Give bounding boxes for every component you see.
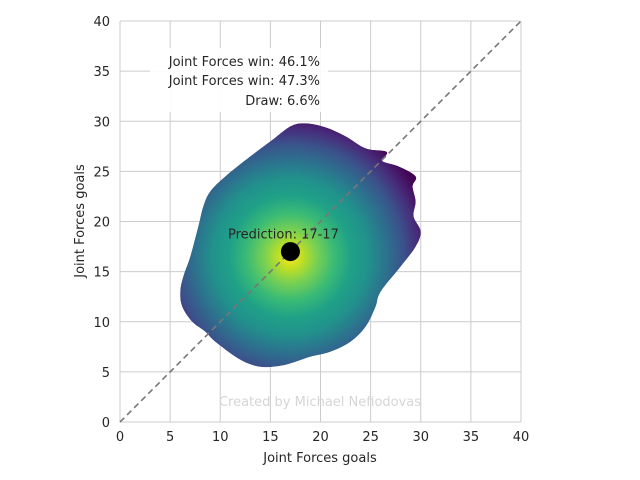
x-tick-label: 10 — [212, 430, 229, 445]
x-tick-label: 35 — [463, 430, 480, 445]
y-axis-label: Joint Forces goals — [73, 164, 88, 279]
diagonal-line — [119, 20, 522, 423]
win-b-annotation: Joint Forces win: 47.3% — [168, 74, 320, 89]
x-tick-label: 15 — [262, 430, 279, 445]
x-tick-label: 25 — [362, 430, 379, 445]
legend-box — [150, 48, 328, 112]
y-tick-label: 25 — [93, 165, 110, 180]
x-tick-label: 0 — [116, 430, 124, 445]
y-tick-label: 10 — [93, 316, 110, 331]
x-axis-label: Joint Forces goals — [262, 451, 377, 466]
x-tick-label: 5 — [166, 430, 174, 445]
draw-annotation: Draw: 6.6% — [245, 94, 320, 109]
density-region — [180, 123, 421, 368]
y-tick-label: 40 — [93, 15, 110, 30]
win-a-annotation: Joint Forces win: 46.1% — [168, 55, 320, 70]
x-tick-label: 20 — [312, 430, 329, 445]
y-tick-label: 20 — [93, 216, 110, 231]
y-tick-label: 5 — [102, 366, 110, 381]
tick-labels: 0 5 10 15 20 25 30 35 40 0 5 10 15 20 25 30 35 40 — [93, 15, 529, 445]
prediction-label: Prediction: 17-17 — [228, 228, 339, 243]
x-tick-label: 30 — [412, 430, 429, 445]
y-tick-label: 0 — [102, 416, 110, 431]
y-tick-label: 15 — [93, 266, 110, 281]
y-tick-label: 35 — [93, 65, 110, 80]
y-tick-label: 30 — [93, 115, 110, 130]
x-tick-label: 40 — [513, 430, 530, 445]
prediction-point — [280, 242, 300, 262]
credit-watermark: Created by Michael Nefiodovas — [219, 395, 421, 410]
